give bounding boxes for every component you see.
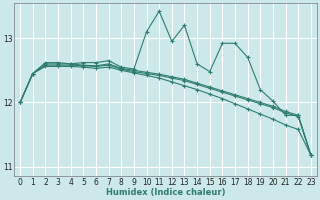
X-axis label: Humidex (Indice chaleur): Humidex (Indice chaleur) — [106, 188, 225, 197]
